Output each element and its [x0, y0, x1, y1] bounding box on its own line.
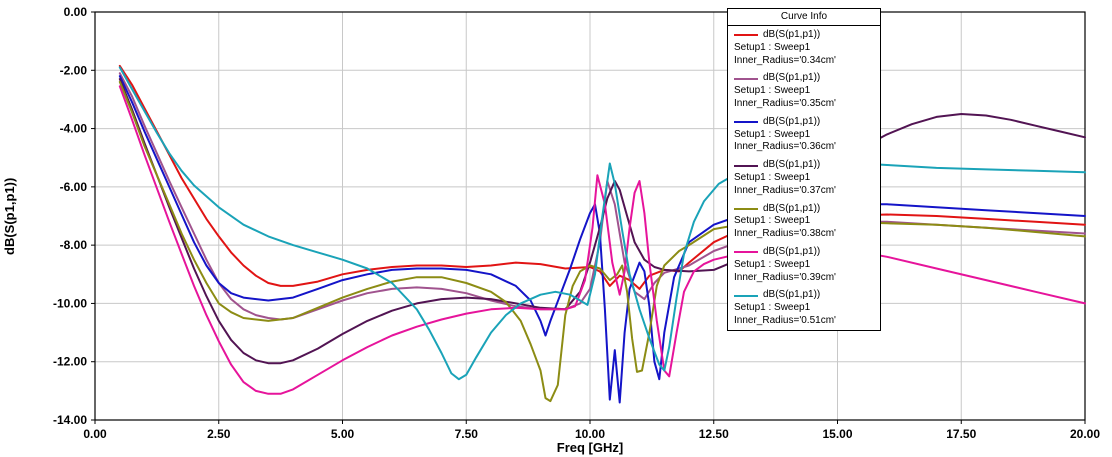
legend-setup-label: Setup1 : Sweep1: [734, 41, 811, 53]
y-tick-label: -14.00: [53, 413, 87, 427]
legend-entry[interactable]: dB(S(p1,p1)) Setup1 : Sweep1 Inner_Radius=…: [728, 156, 880, 199]
legend-variation-label: Inner_Radius='0.51cm': [734, 314, 836, 326]
x-tick-label: 5.00: [331, 427, 355, 441]
legend-line-sample: [734, 121, 758, 124]
y-tick-label: 0.00: [64, 5, 88, 19]
legend-curve-label: dB(S(p1,p1)): [763, 245, 821, 257]
legend-entries: dB(S(p1,p1)) Setup1 : Sweep1 Inner_Radius=…: [728, 26, 880, 330]
curve-5: [118, 80, 1086, 403]
legend-line-sample: [734, 77, 758, 80]
legend-line-sample: [734, 164, 758, 167]
legend-line-sample: [734, 251, 758, 254]
curve-6: [118, 85, 1086, 395]
y-axis-title: dB(S(p1,p1)): [2, 177, 17, 255]
legend-entry-row: dB(S(p1,p1)): [734, 116, 874, 129]
x-tick-label: 7.50: [455, 427, 479, 441]
legend-curve-label: dB(S(p1,p1)): [763, 29, 821, 40]
curve-7: [118, 66, 1086, 381]
x-axis-title: Freq [GHz]: [556, 440, 624, 455]
legend-curve-label: dB(S(p1,p1)): [763, 289, 821, 301]
legend-entry-row: dB(S(p1,p1)): [734, 72, 874, 85]
legend-curve-label: dB(S(p1,p1)): [763, 202, 821, 214]
legend-setup-label: Setup1 : Sweep1: [734, 171, 811, 183]
legend-setup-label: Setup1 : Sweep1: [734, 302, 811, 314]
x-tick-label: 12.50: [699, 427, 729, 441]
y-tick-label: -10.00: [53, 296, 87, 310]
legend-entry[interactable]: dB(S(p1,p1)) Setup1 : Sweep1 Inner_Radius=…: [728, 26, 880, 69]
curve-3: [118, 75, 1086, 404]
legend-line-sample: [734, 207, 758, 210]
legend-entry[interactable]: dB(S(p1,p1)) Setup1 : Sweep1 Inner_Radius=…: [728, 286, 880, 329]
legend-entry-row: dB(S(p1,p1)): [734, 203, 874, 216]
legend-variation-label: Inner_Radius='0.35cm': [734, 97, 836, 109]
legend-setup-label: Setup1 : Sweep1: [734, 215, 811, 227]
y-tick-label: -2.00: [60, 63, 88, 77]
legend-line-sample: [734, 34, 758, 37]
legend-entry-row: dB(S(p1,p1)): [734, 29, 874, 42]
legend-entry-row: dB(S(p1,p1)): [734, 289, 874, 302]
legend-entry-row: dB(S(p1,p1)): [734, 246, 874, 259]
legend-entry[interactable]: dB(S(p1,p1)) Setup1 : Sweep1 Inner_Radius=…: [728, 243, 880, 286]
legend-variation-label: Inner_Radius='0.34cm': [734, 54, 836, 66]
y-tick-label: -8.00: [60, 238, 88, 252]
x-tick-label: 20.00: [1070, 427, 1100, 441]
y-tick-label: -6.00: [60, 180, 88, 194]
legend-setup-label: Setup1 : Sweep1: [734, 128, 811, 140]
x-tick-label: 2.50: [207, 427, 231, 441]
legend-variation-label: Inner_Radius='0.38cm': [734, 228, 836, 240]
legend-entry-row: dB(S(p1,p1)): [734, 159, 874, 172]
x-tick-label: 0.00: [83, 427, 107, 441]
legend-setup-label: Setup1 : Sweep1: [734, 258, 811, 270]
legend: Curve Info dB(S(p1,p1)) Setup1 : Sweep1 In…: [727, 8, 881, 331]
legend-variation-label: Inner_Radius='0.36cm': [734, 141, 836, 153]
legend-curve-label: dB(S(p1,p1)): [763, 72, 821, 84]
legend-curve-label: dB(S(p1,p1)): [763, 115, 821, 127]
legend-variation-label: Inner_Radius='0.37cm': [734, 184, 836, 196]
legend-curve-label: dB(S(p1,p1)): [763, 159, 821, 171]
legend-entry[interactable]: dB(S(p1,p1)) Setup1 : Sweep1 Inner_Radius=…: [728, 200, 880, 243]
legend-title: Curve Info: [728, 9, 880, 26]
x-tick-label: 15.00: [822, 427, 852, 441]
legend-variation-label: Inner_Radius='0.39cm': [734, 271, 836, 283]
x-tick-label: 10.00: [575, 427, 605, 441]
y-tick-label: -12.00: [53, 355, 87, 369]
y-tick-label: -4.00: [60, 122, 88, 136]
legend-entry[interactable]: dB(S(p1,p1)) Setup1 : Sweep1 Inner_Radius=…: [728, 69, 880, 112]
legend-line-sample: [734, 294, 758, 297]
legend-setup-label: Setup1 : Sweep1: [734, 85, 811, 97]
x-tick-label: 17.50: [946, 427, 976, 441]
legend-entry[interactable]: dB(S(p1,p1)) Setup1 : Sweep1 Inner_Radius=…: [728, 113, 880, 156]
